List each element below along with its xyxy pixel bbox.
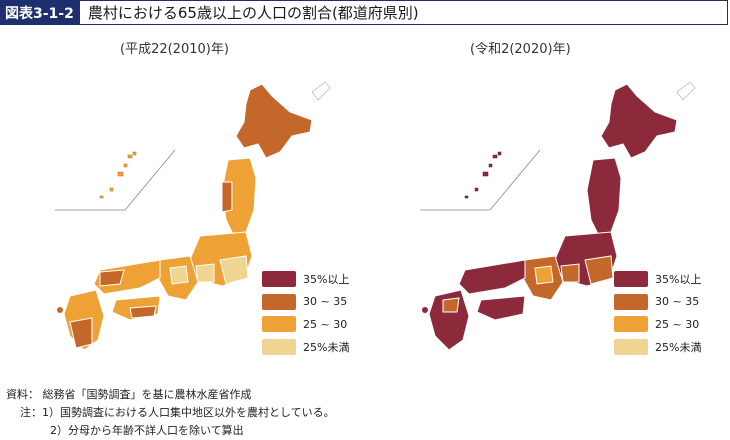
legend-label: 25 ~ 30 [655,317,700,331]
goto-islands [422,307,428,313]
inset-divider [55,149,176,211]
legend-swatch [614,293,648,310]
goto-islands [57,307,63,313]
legend-swatch [614,316,648,332]
kochi [129,305,157,319]
legend-label: 35%以上 [303,273,350,286]
source-note: 資料： 総務省「国勢調査」を基に農林水産省作成 [6,388,252,401]
legend-swatch [614,271,648,287]
legend-swatch [262,271,296,287]
hokkaido [600,83,678,159]
aichi [195,263,215,283]
legend-label: 30 ~ 35 [655,295,700,308]
chugoku [93,259,161,295]
legend-2020: 35%以上 30 ~ 35 25 ~ 30 25%未満 [614,268,724,358]
legend-2010: 35%以上 30 ~ 35 25 ~ 30 25%未満 [262,268,372,358]
kuril-islands [311,81,331,101]
legend-label: 25%未満 [655,340,702,354]
legend-item: 25 ~ 30 [262,313,372,335]
aichi [560,263,580,283]
kuril-islands [676,81,696,101]
osaka [534,265,554,285]
legend-item: 25 ~ 30 [614,313,724,335]
legend-label: 25%未満 [303,340,350,354]
legend-item: 35%以上 [614,268,724,290]
akita [221,181,233,213]
figure-number: 図表3-1-2 [1,1,80,24]
inset-divider [420,149,541,211]
okinawa-islands [99,151,137,199]
shimane [99,269,125,287]
japan-map-2020 [420,81,696,351]
note-2: 2）分母から年齢不詳人口を除いて算出 [50,424,244,437]
legend-swatch [262,316,296,332]
legend-item: 35%以上 [262,268,372,290]
legend-swatch [262,293,296,310]
chugoku [458,259,526,295]
notes: 資料： 総務省「国勢調査」を基に農林水産省作成 注：1）国勢調査における人口集中… [6,386,335,440]
kagoshima [69,317,93,349]
note-1: 注：1）国勢調査における人口集中地区以外を農村としている。 [20,406,335,419]
tohoku [586,157,622,237]
fukuoka [442,297,460,313]
map-2010-label: (平成22(2010)年) [120,42,229,57]
legend-item: 30 ~ 35 [614,291,724,313]
osaka [169,265,189,285]
kanto [584,255,614,285]
shikoku [476,295,526,321]
japan-map-2010 [55,81,331,351]
legend-label: 35%以上 [655,273,702,286]
legend-swatch [262,338,296,355]
legend-label: 25 ~ 30 [303,317,348,331]
legend-item: 25%未満 [614,336,724,358]
kyushu [428,289,470,351]
okinawa-islands [464,151,502,199]
legend-label: 30 ~ 35 [303,295,348,308]
kanto [219,255,249,285]
legend-swatch [614,338,648,355]
figure-title-bar: 図表3-1-2 農村における65歳以上の人口の割合(都道府県別) [0,0,728,25]
legend-item: 30 ~ 35 [262,291,372,313]
figure-title: 農村における65歳以上の人口の割合(都道府県別) [87,4,419,22]
hokkaido [235,83,313,159]
legend-item: 25%未満 [262,336,372,358]
map-2020-label: (令和2(2020)年) [470,42,571,57]
